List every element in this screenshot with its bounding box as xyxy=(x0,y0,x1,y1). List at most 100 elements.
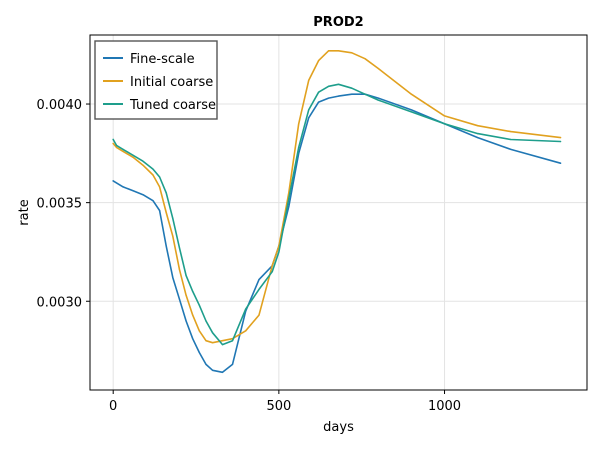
data-point xyxy=(559,162,562,164)
data-point xyxy=(351,87,353,89)
data-point xyxy=(351,93,353,95)
data-point xyxy=(185,275,187,277)
data-point xyxy=(132,156,134,158)
data-point xyxy=(298,146,300,149)
data-point xyxy=(198,304,200,306)
legend-label: Tuned coarse xyxy=(129,98,216,113)
data-point xyxy=(112,180,114,182)
x-tick-label: 500 xyxy=(266,399,291,414)
data-point xyxy=(245,308,247,310)
data-point xyxy=(337,95,340,97)
data-point xyxy=(112,142,114,145)
data-point xyxy=(258,278,260,281)
data-point xyxy=(231,363,234,365)
data-point xyxy=(510,131,512,133)
chart-title: PROD2 xyxy=(313,15,363,30)
data-point xyxy=(115,144,118,147)
y-tick-label: 0.0035 xyxy=(37,197,83,212)
data-point xyxy=(443,115,446,117)
series-initial-coarse xyxy=(112,49,562,344)
data-point xyxy=(192,314,194,316)
data-point xyxy=(377,99,379,101)
data-point xyxy=(327,50,330,52)
axis-ticks: 0 500 1000 0.0030 0.0035 0.0040 xyxy=(37,98,462,414)
data-point xyxy=(288,198,290,200)
data-point xyxy=(258,314,260,316)
data-point xyxy=(172,276,174,279)
data-point xyxy=(115,146,118,149)
legend-label: Fine-scale xyxy=(130,52,195,67)
data-point xyxy=(559,136,562,139)
data-point xyxy=(211,332,214,334)
data-point xyxy=(178,247,181,249)
data-point xyxy=(211,342,214,344)
data-point xyxy=(510,148,512,150)
data-point xyxy=(158,176,161,178)
data-point xyxy=(221,371,224,373)
data-point xyxy=(178,269,181,271)
x-axis-label: days xyxy=(323,420,354,435)
y-tick-label: 0.0040 xyxy=(37,98,83,113)
data-point xyxy=(477,136,479,139)
data-point xyxy=(231,340,234,342)
legend-item-fine-scale: Fine-scale xyxy=(103,52,195,67)
data-point xyxy=(192,338,194,340)
data-point xyxy=(152,168,154,170)
series-tuned-coarse xyxy=(112,83,562,346)
data-point xyxy=(298,152,300,154)
data-point xyxy=(327,85,330,87)
data-point xyxy=(198,330,200,332)
data-point xyxy=(178,298,181,300)
y-tick-label: 0.0030 xyxy=(37,295,83,310)
data-point xyxy=(318,60,320,62)
data-point xyxy=(377,97,379,99)
data-point xyxy=(205,363,207,365)
data-point xyxy=(271,271,273,273)
data-point xyxy=(185,320,187,322)
data-point xyxy=(410,109,412,111)
data-point xyxy=(318,91,320,93)
data-point xyxy=(510,138,512,141)
data-point xyxy=(205,320,207,322)
x-tick-label: 1000 xyxy=(428,399,461,414)
data-point xyxy=(132,154,134,156)
data-point xyxy=(308,117,310,119)
legend: Fine-scale Initial coarse Tuned coarse xyxy=(94,40,218,120)
data-point xyxy=(122,150,124,152)
data-point xyxy=(158,209,161,212)
data-point xyxy=(122,186,124,188)
plot-frame xyxy=(89,34,588,391)
data-point xyxy=(172,235,174,237)
data-point xyxy=(410,93,412,95)
data-point xyxy=(185,294,187,296)
x-tick-label: 0 xyxy=(109,399,117,414)
data-point xyxy=(142,194,144,196)
data-point xyxy=(443,123,446,125)
data-point xyxy=(172,217,174,220)
data-point xyxy=(122,148,124,150)
legend-item-initial-coarse: Initial coarse xyxy=(103,75,213,90)
data-point xyxy=(410,111,412,113)
data-point xyxy=(271,265,273,267)
legend-item-tuned-coarse: Tuned coarse xyxy=(103,98,216,113)
data-point xyxy=(288,205,290,208)
data-point xyxy=(364,93,366,95)
data-point xyxy=(327,97,330,99)
data-point xyxy=(142,160,144,162)
data-point xyxy=(142,164,144,166)
data-point xyxy=(477,133,479,135)
data-point xyxy=(221,344,224,346)
data-point xyxy=(308,109,310,111)
data-point xyxy=(364,58,366,60)
data-point xyxy=(221,340,224,342)
data-point xyxy=(351,52,353,54)
data-point xyxy=(559,140,562,143)
data-point xyxy=(152,200,154,202)
data-point xyxy=(477,125,479,127)
data-point xyxy=(205,340,207,342)
data-point xyxy=(258,288,260,291)
data-point xyxy=(337,83,340,85)
data-point xyxy=(318,101,320,103)
data-point xyxy=(112,138,114,141)
